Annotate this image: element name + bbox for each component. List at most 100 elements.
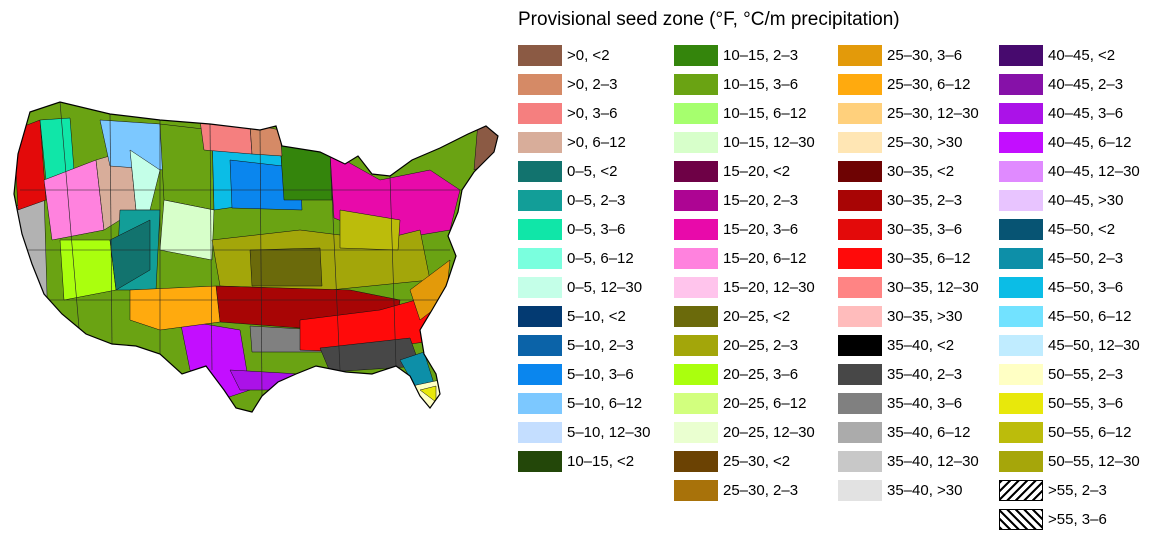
legend-entry: 0–5, <2	[518, 160, 617, 183]
legend-entry: 35–40, >30	[838, 479, 963, 502]
legend-entry: 25–30, <2	[674, 450, 790, 473]
legend-swatch	[518, 190, 562, 211]
seed-zone-region	[249, 247, 323, 287]
legend-label: 25–30, 12–30	[887, 105, 979, 122]
legend-swatch	[838, 480, 882, 501]
legend-entry: 10–15, 6–12	[674, 102, 806, 125]
legend-label: 50–55, 3–6	[1048, 395, 1124, 412]
legend-entry: 40–45, >30	[999, 189, 1124, 212]
legend-swatch	[838, 74, 882, 95]
legend-swatch	[674, 393, 718, 414]
legend-entry: 20–25, <2	[674, 305, 790, 328]
legend-swatch	[674, 451, 718, 472]
legend-entry: 20–25, 2–3	[674, 334, 798, 357]
legend-swatch	[999, 161, 1043, 182]
legend-swatch	[518, 74, 562, 95]
legend-label: 25–30, 6–12	[887, 76, 971, 93]
state-boundary-line	[259, 129, 263, 397]
legend-entry: 45–50, <2	[999, 218, 1115, 241]
legend-entry: 35–40, 2–3	[838, 363, 962, 386]
legend-entry: 35–40, 3–6	[838, 392, 962, 415]
legend-entry: 40–45, 2–3	[999, 73, 1123, 96]
legend-entry: >0, 2–3	[518, 73, 617, 96]
legend-entry: 30–35, >30	[838, 305, 963, 328]
legend-label: 10–15, 6–12	[723, 105, 807, 122]
legend-entry: 40–45, 3–6	[999, 102, 1123, 125]
legend-label: 40–45, >30	[1048, 192, 1124, 209]
legend-entry: >0, 3–6	[518, 102, 617, 125]
legend-entry: 25–30, 12–30	[838, 102, 979, 125]
legend-label: 5–10, <2	[567, 308, 626, 325]
legend-entry: 25–30, 6–12	[838, 73, 970, 96]
seed-zone-region	[279, 139, 333, 201]
legend-label: 20–25, 6–12	[723, 395, 807, 412]
legend-label: 20–25, <2	[723, 308, 791, 325]
legend-swatch	[674, 277, 718, 298]
legend-entry: 5–10, <2	[518, 305, 626, 328]
legend-entry: 5–10, 6–12	[518, 392, 642, 415]
legend-entry: 15–20, 6–12	[674, 247, 806, 270]
legend-entry: 35–40, 6–12	[838, 421, 970, 444]
seed-zone-region	[59, 239, 117, 301]
legend-label: >0, 6–12	[567, 134, 626, 151]
legend-entry: 10–15, 3–6	[674, 73, 798, 96]
legend-label: 40–45, 12–30	[1048, 163, 1140, 180]
legend-label: 15–20, <2	[723, 163, 791, 180]
legend: >0, <2 >0, 2–3 >0, 3–6 >0, 6–12 0–5, <2 0–5, …	[518, 44, 1164, 544]
legend-entry: 15–20, 2–3	[674, 189, 798, 212]
legend-swatch	[674, 480, 718, 501]
legend-entry: 40–45, <2	[999, 44, 1115, 67]
legend-entry: 45–50, 12–30	[999, 334, 1140, 357]
legend-entry: 10–15, 2–3	[674, 44, 798, 67]
legend-swatch	[999, 45, 1043, 66]
legend-entry: >0, 6–12	[518, 131, 626, 154]
legend-swatch	[999, 509, 1043, 530]
legend-label: 30–35, 3–6	[887, 221, 963, 238]
seed-zone-region	[179, 319, 251, 401]
legend-label: 35–40, 3–6	[887, 395, 963, 412]
legend-label: 15–20, 6–12	[723, 250, 807, 267]
legend-label: 40–45, 6–12	[1048, 134, 1132, 151]
legend-entry: 30–35, 3–6	[838, 218, 962, 241]
legend-label: 45–50, <2	[1048, 221, 1116, 238]
legend-label: 45–50, 2–3	[1048, 250, 1124, 267]
legend-entry: 30–35, 12–30	[838, 276, 979, 299]
seed-zone-region	[129, 285, 221, 331]
legend-label: >55, 3–6	[1048, 511, 1107, 528]
map-regions-group	[14, 102, 498, 412]
legend-swatch	[999, 480, 1043, 501]
legend-label: 25–30, <2	[723, 453, 791, 470]
legend-swatch	[518, 161, 562, 182]
legend-swatch	[674, 45, 718, 66]
legend-label: 5–10, 12–30	[567, 424, 651, 441]
legend-swatch	[674, 248, 718, 269]
legend-label: 15–20, 12–30	[723, 279, 815, 296]
legend-label: 5–10, 6–12	[567, 395, 643, 412]
legend-swatch	[674, 422, 718, 443]
legend-entry: 35–40, <2	[838, 334, 954, 357]
legend-title: Provisional seed zone (°F, °C/m precipit…	[518, 9, 900, 30]
legend-label: 0–5, 6–12	[567, 250, 634, 267]
legend-entry: 30–35, 6–12	[838, 247, 970, 270]
legend-label: 40–45, <2	[1048, 47, 1116, 64]
legend-entry: 50–55, 2–3	[999, 363, 1123, 386]
legend-swatch	[838, 451, 882, 472]
legend-entry: 45–50, 2–3	[999, 247, 1123, 270]
legend-swatch	[518, 45, 562, 66]
us-seed-zone-map	[0, 90, 505, 430]
legend-entry: 30–35, 2–3	[838, 189, 962, 212]
legend-swatch	[999, 393, 1043, 414]
legend-label: 15–20, 2–3	[723, 192, 799, 209]
legend-swatch	[999, 190, 1043, 211]
legend-entry: 15–20, 3–6	[674, 218, 798, 241]
legend-entry: 0–5, 6–12	[518, 247, 634, 270]
legend-swatch	[999, 306, 1043, 327]
legend-label: 0–5, 2–3	[567, 192, 626, 209]
legend-label: 30–35, 12–30	[887, 279, 979, 296]
legend-entry: 35–40, 12–30	[838, 450, 979, 473]
legend-swatch	[674, 132, 718, 153]
legend-entry: 25–30, 2–3	[674, 479, 798, 502]
legend-entry: 40–45, 12–30	[999, 160, 1140, 183]
legend-swatch	[838, 45, 882, 66]
legend-swatch	[838, 335, 882, 356]
